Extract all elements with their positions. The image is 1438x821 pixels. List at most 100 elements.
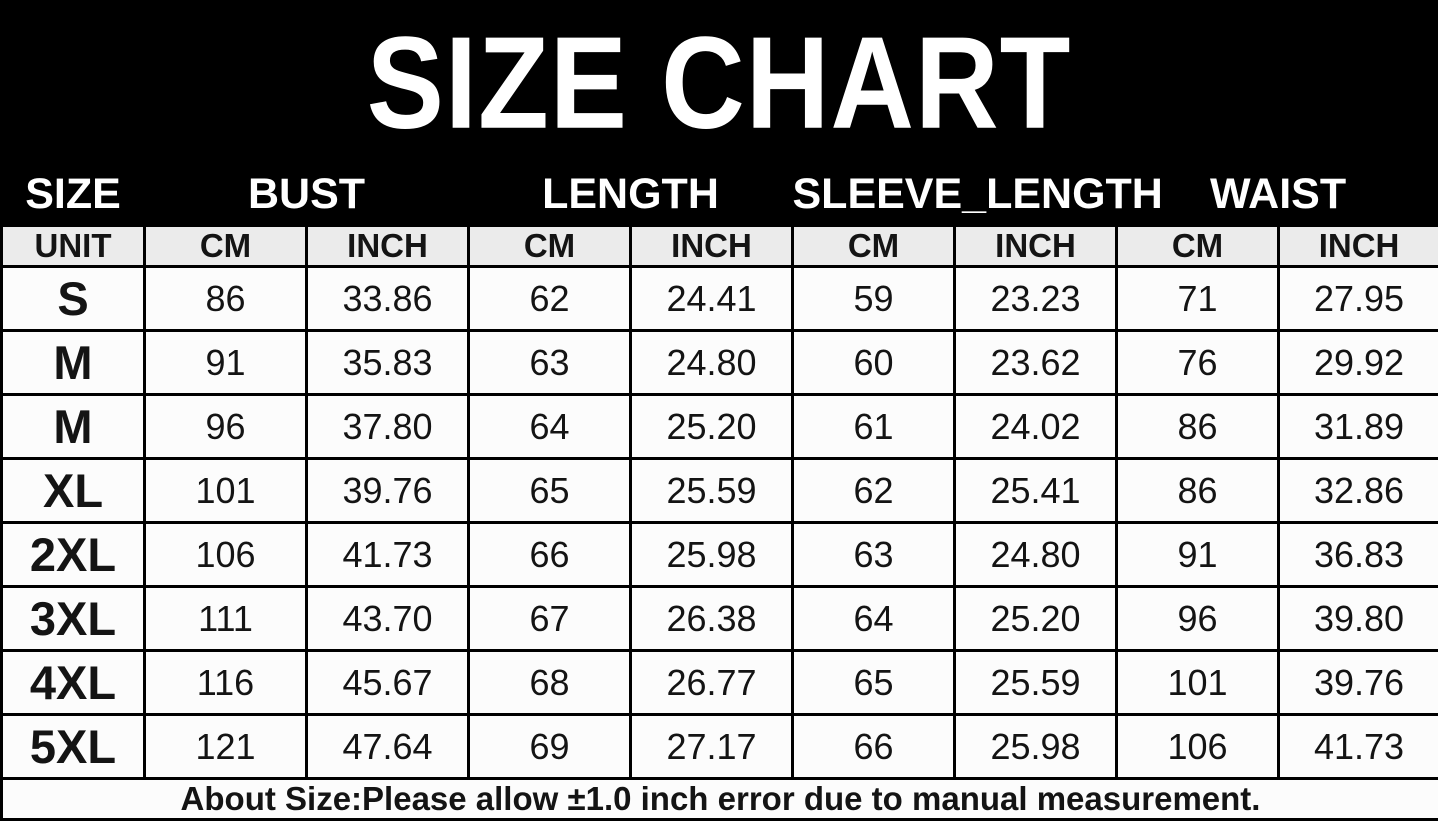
measurement-cell: 24.80	[629, 329, 794, 396]
size-label: M	[0, 393, 146, 460]
size-chart-table: SIZE BUST LENGTH SLEEVE_LENGTH WAIST UNIT CM I…	[0, 165, 1438, 821]
measurement-cell: 63	[467, 329, 632, 396]
measurement-cell: 25.20	[629, 393, 794, 460]
measurement-cell: 26.77	[629, 649, 794, 716]
measurement-cell: 86	[1115, 393, 1281, 460]
measurement-cell: 39.76	[305, 457, 470, 524]
measurement-cell: 62	[791, 457, 956, 524]
unit-cell: CM	[143, 224, 308, 268]
measurement-cell: 67	[467, 585, 632, 652]
unit-cell: INCH	[952, 224, 1119, 268]
measurement-cell: 64	[467, 393, 632, 460]
measurement-cell: 36.83	[1277, 521, 1438, 588]
measurement-cell: 116	[143, 649, 308, 716]
table-body: S 86 33.86 62 24.41 59 23.23 71 27.95 M 91 35.83 63 2…	[0, 265, 1438, 780]
measurement-cell: 65	[467, 457, 632, 524]
measurement-cell: 29.92	[1277, 329, 1438, 396]
table-row: 4XL 116 45.67 68 26.77 65 25.59 101 39.76	[0, 649, 1438, 716]
measurement-cell: 76	[1115, 329, 1281, 396]
size-label: M	[0, 329, 146, 396]
measurement-cell: 24.80	[952, 521, 1119, 588]
measurement-cell: 27.17	[629, 713, 794, 780]
measurement-cell: 25.41	[952, 457, 1119, 524]
unit-cell: INCH	[305, 224, 470, 268]
page-title-text: SIZE CHART	[366, 9, 1072, 157]
measurement-cell: 66	[791, 713, 956, 780]
footer-row: About Size:Please allow ±1.0 inch error …	[0, 777, 1438, 821]
table-footer: About Size:Please allow ±1.0 inch error …	[0, 777, 1438, 821]
measurement-cell: 111	[143, 585, 308, 652]
measurement-cell: 41.73	[305, 521, 470, 588]
size-label: 5XL	[0, 713, 146, 780]
column-group-length: LENGTH	[468, 165, 793, 226]
measurement-cell: 91	[143, 329, 308, 396]
measurement-cell: 25.20	[952, 585, 1119, 652]
measurement-cell: 45.67	[305, 649, 470, 716]
measurement-cell: 61	[791, 393, 956, 460]
measurement-cell: 91	[1115, 521, 1281, 588]
measurement-cell: 23.23	[952, 265, 1119, 332]
measurement-cell: 41.73	[1277, 713, 1438, 780]
measurement-cell: 25.59	[952, 649, 1119, 716]
measurement-cell: 25.98	[952, 713, 1119, 780]
column-group-row: SIZE BUST LENGTH SLEEVE_LENGTH WAIST	[1, 165, 1438, 226]
page-title: SIZE CHART	[0, 0, 1438, 166]
measurement-cell: 101	[1115, 649, 1281, 716]
measurement-cell: 47.64	[305, 713, 470, 780]
column-group-bust: BUST	[144, 165, 469, 226]
measurement-cell: 86	[143, 265, 308, 332]
measurement-cell: 69	[467, 713, 632, 780]
measurement-cell: 23.62	[952, 329, 1119, 396]
measurement-cell: 25.98	[629, 521, 794, 588]
unit-cell: INCH	[1277, 224, 1438, 268]
size-label: S	[0, 265, 146, 332]
measurement-cell: 121	[143, 713, 308, 780]
table-row: M 91 35.83 63 24.80 60 23.62 76 29.92	[0, 329, 1438, 396]
size-label: XL	[0, 457, 146, 524]
table-header: SIZE BUST LENGTH SLEEVE_LENGTH WAIST UNIT CM I…	[0, 165, 1438, 268]
measurement-cell: 39.80	[1277, 585, 1438, 652]
table-row: S 86 33.86 62 24.41 59 23.23 71 27.95	[0, 265, 1438, 332]
footer-note: About Size:Please allow ±1.0 inch error …	[0, 777, 1438, 821]
measurement-cell: 43.70	[305, 585, 470, 652]
measurement-cell: 65	[791, 649, 956, 716]
unit-row: UNIT CM INCH CM INCH CM INCH CM INCH	[0, 224, 1438, 268]
column-group-waist: WAIST	[1116, 165, 1438, 226]
measurement-cell: 101	[143, 457, 308, 524]
measurement-cell: 26.38	[629, 585, 794, 652]
measurement-cell: 59	[791, 265, 956, 332]
measurement-cell: 33.86	[305, 265, 470, 332]
measurement-cell: 106	[1115, 713, 1281, 780]
size-label: 2XL	[0, 521, 146, 588]
measurement-cell: 60	[791, 329, 956, 396]
measurement-cell: 86	[1115, 457, 1281, 524]
table-row: M 96 37.80 64 25.20 61 24.02 86 31.89	[0, 393, 1438, 460]
measurement-cell: 31.89	[1277, 393, 1438, 460]
measurement-cell: 64	[791, 585, 956, 652]
unit-cell: CM	[1115, 224, 1281, 268]
table-row: 5XL 121 47.64 69 27.17 66 25.98 106 41.73	[0, 713, 1438, 780]
measurement-cell: 68	[467, 649, 632, 716]
measurement-cell: 96	[1115, 585, 1281, 652]
size-label: 3XL	[0, 585, 146, 652]
table-row: 2XL 106 41.73 66 25.98 63 24.80 91 36.83	[0, 521, 1438, 588]
measurement-cell: 63	[791, 521, 956, 588]
measurement-cell: 62	[467, 265, 632, 332]
measurement-cell: 25.59	[629, 457, 794, 524]
unit-label-cell: UNIT	[0, 224, 146, 268]
measurement-cell: 106	[143, 521, 308, 588]
column-group-sleeve-length: SLEEVE_LENGTH	[792, 165, 1163, 226]
measurement-cell: 71	[1115, 265, 1281, 332]
measurement-cell: 27.95	[1277, 265, 1438, 332]
unit-cell: INCH	[629, 224, 794, 268]
measurement-cell: 66	[467, 521, 632, 588]
column-group-size: SIZE	[1, 165, 145, 226]
table-row: XL 101 39.76 65 25.59 62 25.41 86 32.86	[0, 457, 1438, 524]
unit-cell: CM	[467, 224, 632, 268]
table-row: 3XL 111 43.70 67 26.38 64 25.20 96 39.80	[0, 585, 1438, 652]
measurement-cell: 37.80	[305, 393, 470, 460]
size-label: 4XL	[0, 649, 146, 716]
unit-cell: CM	[791, 224, 956, 268]
measurement-cell: 32.86	[1277, 457, 1438, 524]
